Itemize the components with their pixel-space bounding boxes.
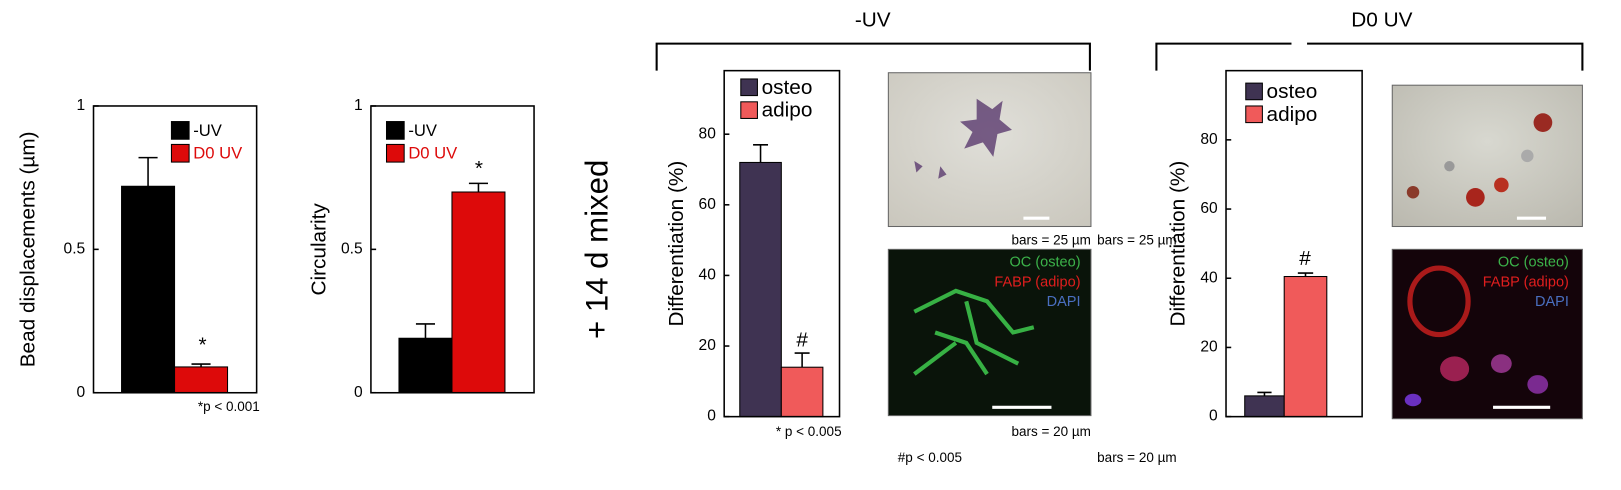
bar: [780, 366, 824, 418]
legend-swatch: [740, 101, 758, 119]
side-label: + 14 d mixed: [580, 160, 615, 339]
legend-label: osteo: [1267, 80, 1318, 103]
scale-note: bars = 25 µm: [1011, 233, 1090, 248]
y-tick-label: 0: [354, 384, 363, 401]
bar: [1244, 395, 1285, 418]
error-bar: [415, 323, 436, 339]
legend-label: D0 UV: [193, 144, 242, 163]
error-bar: [138, 156, 158, 187]
scale-note: bars = 20 µm: [1097, 450, 1176, 465]
plot-frame: [1225, 69, 1363, 418]
error-bar: [191, 363, 211, 367]
note: * p < 0.005: [776, 424, 842, 439]
y-axis-label: Differentiation (%): [1167, 161, 1190, 327]
micrograph: [887, 248, 1092, 417]
bracket: [655, 42, 1091, 71]
bar: [121, 185, 176, 394]
stain-label: OC (osteo): [1498, 255, 1569, 271]
error-bar: [1257, 391, 1272, 396]
micrograph: [1391, 248, 1583, 420]
legend-label: -UV: [408, 121, 437, 140]
error-bar: [794, 352, 810, 368]
y-axis-label: Differentiation (%): [665, 161, 688, 327]
bracket: [1155, 42, 1584, 71]
annotation: #: [1299, 247, 1311, 270]
y-tick-label: 20: [699, 337, 717, 354]
y-tick-label: 0.5: [341, 240, 363, 257]
legend-swatch: [1245, 82, 1263, 101]
legend-swatch: [740, 78, 758, 97]
y-tick-label: 80: [699, 125, 717, 142]
stain-label: DAPI: [1047, 294, 1081, 310]
legend-label: osteo: [762, 76, 813, 99]
legend-swatch: [170, 121, 190, 140]
annotation: *: [199, 333, 207, 356]
bar: [398, 337, 453, 394]
figure-body: -UV D0 UV + 14 d mixed bars = 25 µm OC (…: [17, 8, 1584, 465]
y-axis-label: Bead displacements (µm): [17, 131, 40, 367]
stain-label: OC (osteo): [1009, 255, 1080, 271]
y-tick-label: 40: [699, 267, 717, 284]
y-tick-label: 60: [1200, 200, 1218, 217]
y-tick-label: 40: [1200, 269, 1218, 286]
annotation: *: [475, 157, 483, 180]
plot-frame: [723, 69, 841, 418]
legend-label: adipo: [1267, 103, 1318, 126]
micrograph: [1391, 84, 1583, 228]
bar: [739, 161, 782, 418]
y-tick-label: 80: [1200, 131, 1218, 148]
note: *p < 0.001: [198, 399, 260, 414]
y-tick-label: 0: [1209, 408, 1218, 425]
stain-label: FABP (adipo): [994, 274, 1080, 290]
y-tick-label: 1: [77, 97, 86, 114]
legend-label: adipo: [762, 99, 813, 122]
y-tick-label: 60: [699, 196, 717, 213]
bar: [174, 366, 229, 394]
legend-swatch: [385, 143, 405, 163]
bar: [451, 191, 506, 394]
scale-note: bars = 20 µm: [1011, 424, 1090, 439]
stain-label: FABP (adipo): [1483, 274, 1569, 290]
micrograph: [887, 72, 1092, 228]
group-label: D0 UV: [1351, 8, 1412, 31]
error-bar: [753, 144, 769, 163]
scale-note: bars = 25 µm: [1097, 233, 1176, 248]
legend-label: -UV: [193, 121, 222, 140]
y-tick-label: 0: [707, 408, 716, 425]
annotation: #: [796, 328, 808, 351]
y-tick-label: 1: [354, 97, 363, 114]
legend-swatch: [385, 121, 405, 140]
group-label: -UV: [855, 8, 891, 31]
legend-swatch: [1245, 105, 1263, 124]
stain-label: DAPI: [1535, 294, 1569, 310]
error-bar: [1297, 272, 1314, 277]
y-tick-label: 0: [77, 384, 86, 401]
legend-swatch: [170, 143, 190, 163]
y-tick-label: 0.5: [64, 240, 86, 257]
y-tick-label: 20: [1200, 339, 1218, 356]
y-axis-label: Circularity: [307, 203, 330, 296]
legend-label: D0 UV: [408, 144, 457, 163]
bar: [1283, 275, 1328, 418]
error-bar: [468, 182, 488, 193]
note: #p < 0.005: [898, 450, 962, 465]
